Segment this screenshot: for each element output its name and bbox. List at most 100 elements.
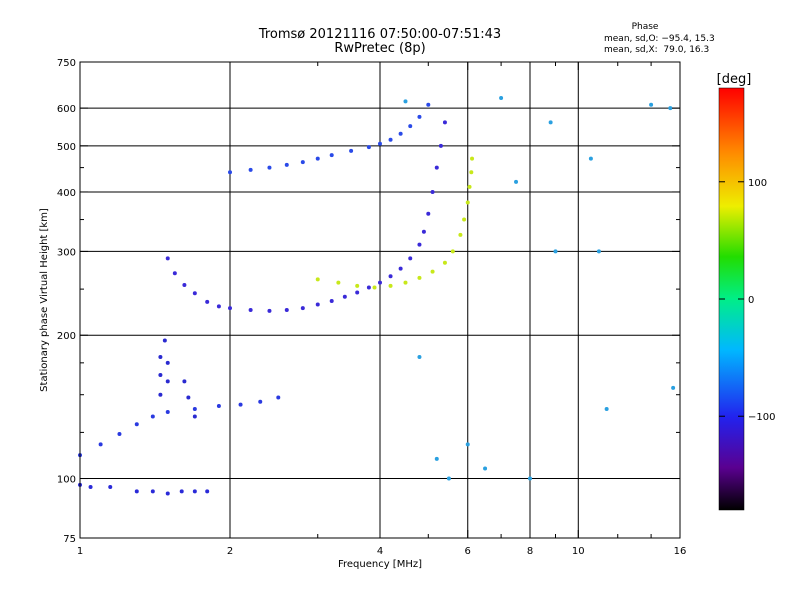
data-point bbox=[88, 484, 93, 489]
data-point bbox=[388, 137, 393, 142]
data-point bbox=[238, 402, 243, 407]
data-point bbox=[499, 96, 504, 101]
colorbar-tick-label: 100 bbox=[748, 178, 767, 189]
y-tick-label: 400 bbox=[57, 188, 76, 199]
data-point bbox=[216, 404, 221, 409]
data-point bbox=[349, 148, 354, 153]
data-point bbox=[315, 156, 320, 161]
data-point bbox=[462, 217, 467, 222]
x-tick-label: 6 bbox=[465, 546, 471, 557]
data-point bbox=[469, 170, 474, 175]
data-point bbox=[442, 260, 447, 265]
data-point bbox=[421, 229, 426, 234]
x-tick-label: 1 bbox=[77, 546, 83, 557]
data-point bbox=[165, 256, 170, 261]
data-point bbox=[205, 489, 210, 494]
y-tick-label: 300 bbox=[57, 247, 76, 258]
chart-title: Tromsø 20121116 07:50:00-07:51:43 bbox=[258, 27, 502, 42]
data-point bbox=[408, 124, 413, 129]
data-point bbox=[417, 242, 422, 247]
data-point bbox=[158, 355, 163, 360]
data-point bbox=[355, 290, 360, 295]
data-point bbox=[398, 131, 403, 136]
colorbar-tick-label: 0 bbox=[748, 295, 754, 306]
data-point bbox=[388, 274, 393, 279]
data-point bbox=[372, 285, 377, 290]
data-point bbox=[329, 153, 334, 158]
data-point bbox=[267, 308, 272, 313]
data-point bbox=[192, 406, 197, 411]
data-point bbox=[172, 271, 177, 276]
data-point bbox=[315, 302, 320, 307]
x-tick-label: 10 bbox=[572, 546, 585, 557]
data-point bbox=[483, 466, 488, 471]
data-point bbox=[438, 143, 443, 148]
data-point bbox=[284, 162, 289, 167]
data-point bbox=[430, 269, 435, 274]
phase-stats-x: mean, sd,X: 79.0, 16.3 bbox=[604, 45, 710, 55]
data-point bbox=[98, 442, 103, 447]
phase-box-title: Phase bbox=[631, 22, 659, 32]
y-tick-label: 500 bbox=[57, 142, 76, 153]
data-point bbox=[158, 392, 163, 397]
data-point bbox=[267, 165, 272, 170]
data-point bbox=[182, 283, 187, 288]
data-point bbox=[398, 266, 403, 271]
data-point bbox=[158, 373, 163, 378]
y-tick-label: 75 bbox=[63, 534, 76, 545]
data-point bbox=[596, 249, 601, 254]
data-point bbox=[336, 280, 341, 285]
data-point bbox=[514, 179, 519, 184]
data-point bbox=[426, 102, 431, 107]
data-point bbox=[150, 489, 155, 494]
data-points bbox=[78, 96, 676, 496]
x-tick-label: 8 bbox=[527, 546, 533, 557]
y-tick-label: 600 bbox=[57, 104, 76, 115]
x-tick-label: 2 bbox=[227, 546, 233, 557]
data-point bbox=[165, 360, 170, 365]
y-tick-label: 100 bbox=[57, 475, 76, 486]
data-point bbox=[553, 249, 558, 254]
data-point bbox=[342, 294, 347, 299]
colorbar-ticks: 100 0 −100 bbox=[719, 178, 775, 423]
data-point bbox=[205, 299, 210, 304]
data-point bbox=[671, 385, 676, 390]
data-point bbox=[470, 156, 475, 161]
colorbar-tick-label: −100 bbox=[748, 412, 775, 423]
data-point bbox=[430, 189, 435, 194]
data-point bbox=[329, 299, 334, 304]
data-point bbox=[134, 489, 139, 494]
phase-stats-o: mean, sd,O: −95.4, 15.3 bbox=[604, 34, 715, 44]
data-point bbox=[134, 422, 139, 427]
data-point bbox=[388, 283, 393, 288]
data-point bbox=[434, 165, 439, 170]
data-point bbox=[228, 170, 232, 175]
data-point bbox=[248, 167, 253, 172]
data-point bbox=[192, 414, 197, 419]
data-point bbox=[403, 99, 408, 104]
data-point bbox=[378, 141, 382, 146]
data-point bbox=[216, 304, 221, 309]
data-point bbox=[117, 432, 122, 437]
data-point bbox=[165, 379, 170, 384]
data-point bbox=[366, 145, 371, 150]
axis-ticks bbox=[79, 61, 681, 539]
data-point bbox=[284, 307, 289, 312]
data-point bbox=[458, 232, 463, 237]
data-point bbox=[465, 442, 470, 447]
x-tick-labels: 1 2 4 6 8 10 16 bbox=[77, 546, 687, 557]
data-point bbox=[378, 280, 382, 285]
data-point bbox=[403, 280, 408, 285]
y-tick-label: 750 bbox=[57, 58, 76, 69]
data-point bbox=[300, 306, 305, 311]
data-point bbox=[442, 120, 447, 125]
data-point bbox=[192, 489, 197, 494]
data-point bbox=[408, 256, 413, 261]
data-point bbox=[165, 409, 170, 414]
data-point bbox=[186, 395, 191, 400]
data-point bbox=[426, 211, 431, 216]
data-point bbox=[258, 399, 263, 404]
data-point bbox=[434, 456, 439, 461]
data-point bbox=[446, 476, 451, 481]
data-point bbox=[355, 283, 360, 288]
